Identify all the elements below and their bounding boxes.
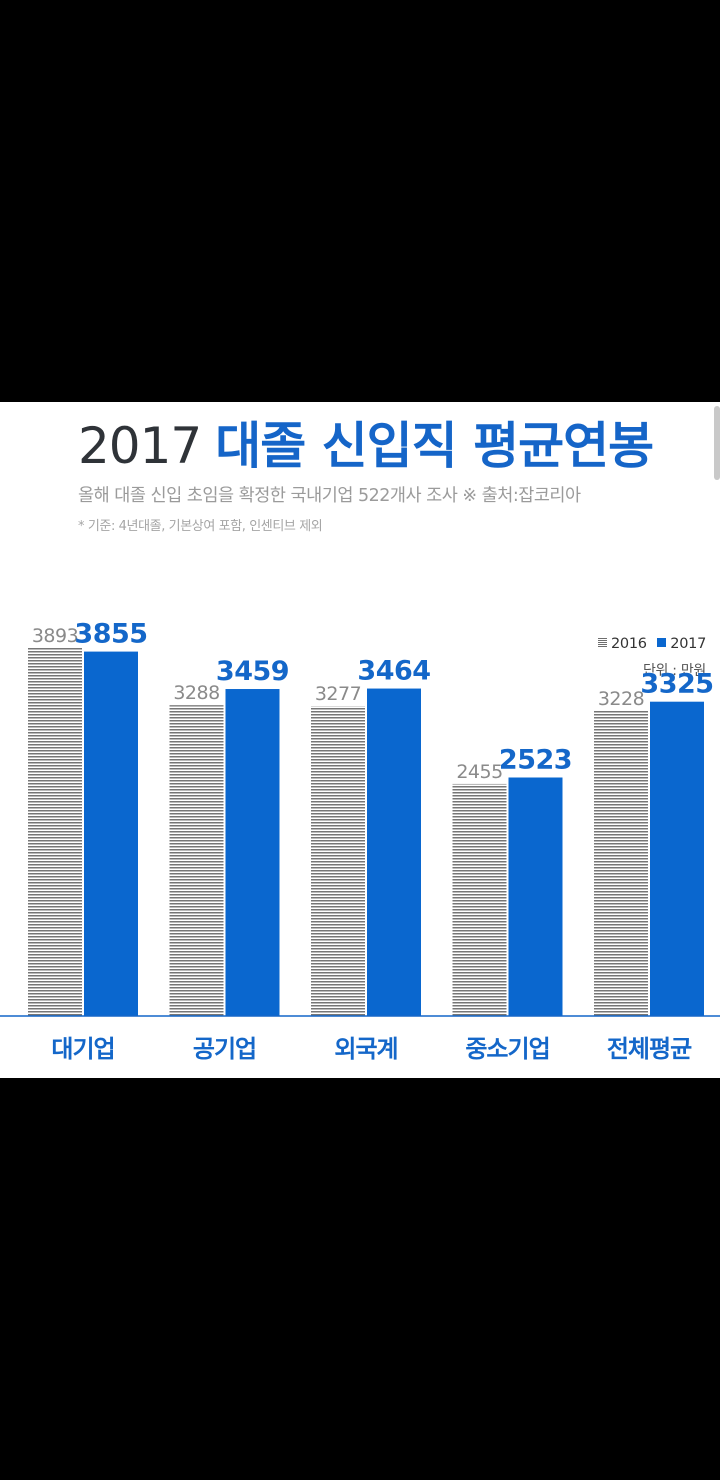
bar-2016-4 [452, 783, 507, 1016]
value-label-2017-1: 3855 [74, 619, 147, 650]
title-year: 2017 [78, 417, 202, 475]
category-label-1: 대기업 [51, 1035, 114, 1063]
value-label-2016-2: 3288 [173, 682, 219, 704]
category-label-2: 공기업 [193, 1035, 256, 1063]
chart-footnote: * 기준: 4년대졸, 기본상여 포함, 인센티브 제외 [78, 519, 323, 534]
scroll-indicator[interactable] [714, 406, 720, 480]
bar-2016-1 [28, 648, 82, 1016]
legend-swatch-2016 [597, 638, 607, 647]
value-label-2017-4: 2523 [499, 745, 572, 776]
title-main: 대졸 신입직 평균연봉 [215, 417, 654, 475]
bar-2017-4 [508, 777, 563, 1016]
legend-swatch-2017 [656, 638, 666, 647]
chart-subtitle: 올해 대졸 신입 초임을 확정한 국내기업 522개사 조사 ※ 출처:잡코리아 [78, 486, 581, 506]
value-label-2017-5: 3325 [640, 669, 713, 700]
category-label-4: 중소기업 [465, 1035, 549, 1063]
chart-legend: 2016 2017 [597, 636, 706, 652]
category-label-3: 외국계 [334, 1035, 397, 1063]
chart-title: 2017 대졸 신입직 평균연봉 [78, 414, 654, 478]
value-label-2016-4: 2455 [456, 761, 502, 783]
bar-2017-3 [367, 688, 421, 1016]
value-label-2016-5: 3228 [598, 688, 644, 710]
value-label-2016-1: 3893 [32, 625, 78, 647]
value-label-2017-3: 3464 [357, 656, 430, 687]
unit-label: 단위 : 만원 [642, 663, 706, 679]
legend-label-2017: 2017 [670, 636, 706, 652]
bar-2016-2 [169, 705, 224, 1016]
bar-2016-3 [311, 706, 365, 1016]
bar-2016-5 [594, 710, 648, 1016]
category-label-5: 전체평균 [607, 1035, 692, 1063]
bar-2017-5 [650, 701, 704, 1016]
value-label-2016-3: 3277 [315, 683, 361, 705]
bar-2017-2 [225, 689, 280, 1016]
legend-label-2016: 2016 [610, 636, 647, 652]
bar-2017-1 [84, 651, 138, 1016]
value-label-2017-2: 3459 [216, 656, 289, 687]
